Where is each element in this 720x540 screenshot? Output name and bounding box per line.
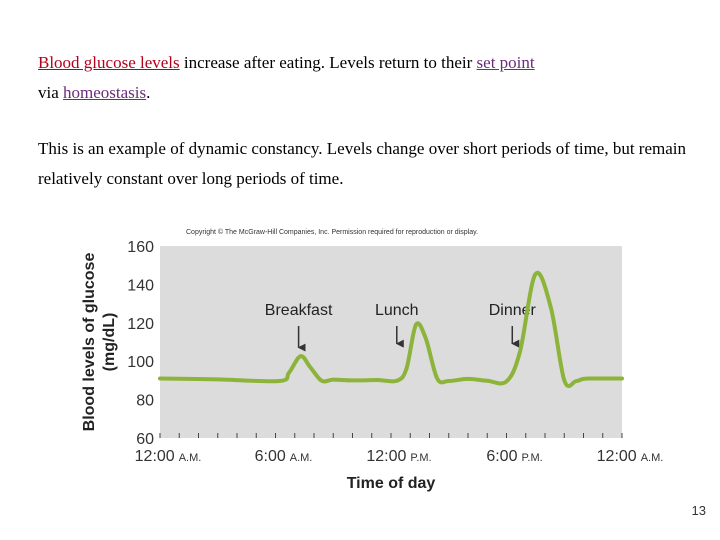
x-tick-label: 12:00 P.M. <box>366 448 431 465</box>
intro-text-1: increase after eating. Levels return to … <box>179 53 477 72</box>
intro-text-3: . <box>146 83 151 102</box>
annotation-dinner: Dinner <box>489 302 537 319</box>
y-tick-label: 160 <box>127 239 154 256</box>
x-tick-time: 12:00 <box>597 448 637 465</box>
y-tick-label: 100 <box>127 354 154 371</box>
y-tick-label: 120 <box>127 316 154 333</box>
y-axis-label-line1: Blood levels of glucose <box>81 253 98 432</box>
annotation-breakfast: Breakfast <box>265 302 333 319</box>
x-tick-period: P.M. <box>521 452 542 464</box>
plot-area <box>160 246 622 438</box>
x-tick-period: A.M. <box>179 452 202 464</box>
dynamic-constancy-paragraph: This is an example of dynamic constancy.… <box>38 139 687 188</box>
x-minor-ticks <box>159 433 623 438</box>
x-tick-labels: 12:00 A.M. 6:00 A.M. 12:00 P.M. 6:00 P.M. 12:00 A… <box>135 448 664 465</box>
x-tick-time: 12:00 <box>366 448 406 465</box>
set-point-term: set point <box>476 53 535 72</box>
homeostasis-term: homeostasis <box>63 83 147 102</box>
annotation-lunch: Lunch <box>375 302 419 319</box>
y-tick-label: 80 <box>136 393 154 410</box>
x-tick-label: 12:00 A.M. <box>597 448 664 465</box>
meal-annotations: Breakfast Lunch Dinner <box>265 302 537 352</box>
y-tick-label: 60 <box>136 431 154 448</box>
x-tick-time: 6:00 <box>255 448 286 465</box>
x-tick-period: A.M. <box>641 452 664 464</box>
x-tick-label: 6:00 P.M. <box>486 448 542 465</box>
intro-text-2: via <box>38 83 64 102</box>
slide-number: 13 <box>691 503 706 518</box>
y-axis-title: Blood levels of glucose (mg/dL) <box>81 253 118 432</box>
x-tick-label: 12:00 A.M. <box>135 448 202 465</box>
y-tick-label: 140 <box>127 277 154 294</box>
y-tick-labels: 60 80 100 120 140 160 <box>127 239 154 448</box>
intro-paragraph: Blood glucose levels increase after eati… <box>38 48 698 108</box>
copyright-notice: Copyright © The McGraw-Hill Companies, I… <box>186 228 478 236</box>
x-tick-label: 6:00 A.M. <box>255 448 313 465</box>
x-tick-period: P.M. <box>410 452 431 464</box>
x-tick-time: 6:00 <box>486 448 517 465</box>
x-tick-time: 12:00 <box>135 448 175 465</box>
glucose-series-line <box>158 270 624 389</box>
y-axis-label-line2: (mg/dL) <box>101 313 118 372</box>
x-tick-period: A.M. <box>290 452 313 464</box>
x-axis-title: Time of day <box>347 475 436 492</box>
blood-glucose-term: Blood glucose levels <box>38 53 180 72</box>
